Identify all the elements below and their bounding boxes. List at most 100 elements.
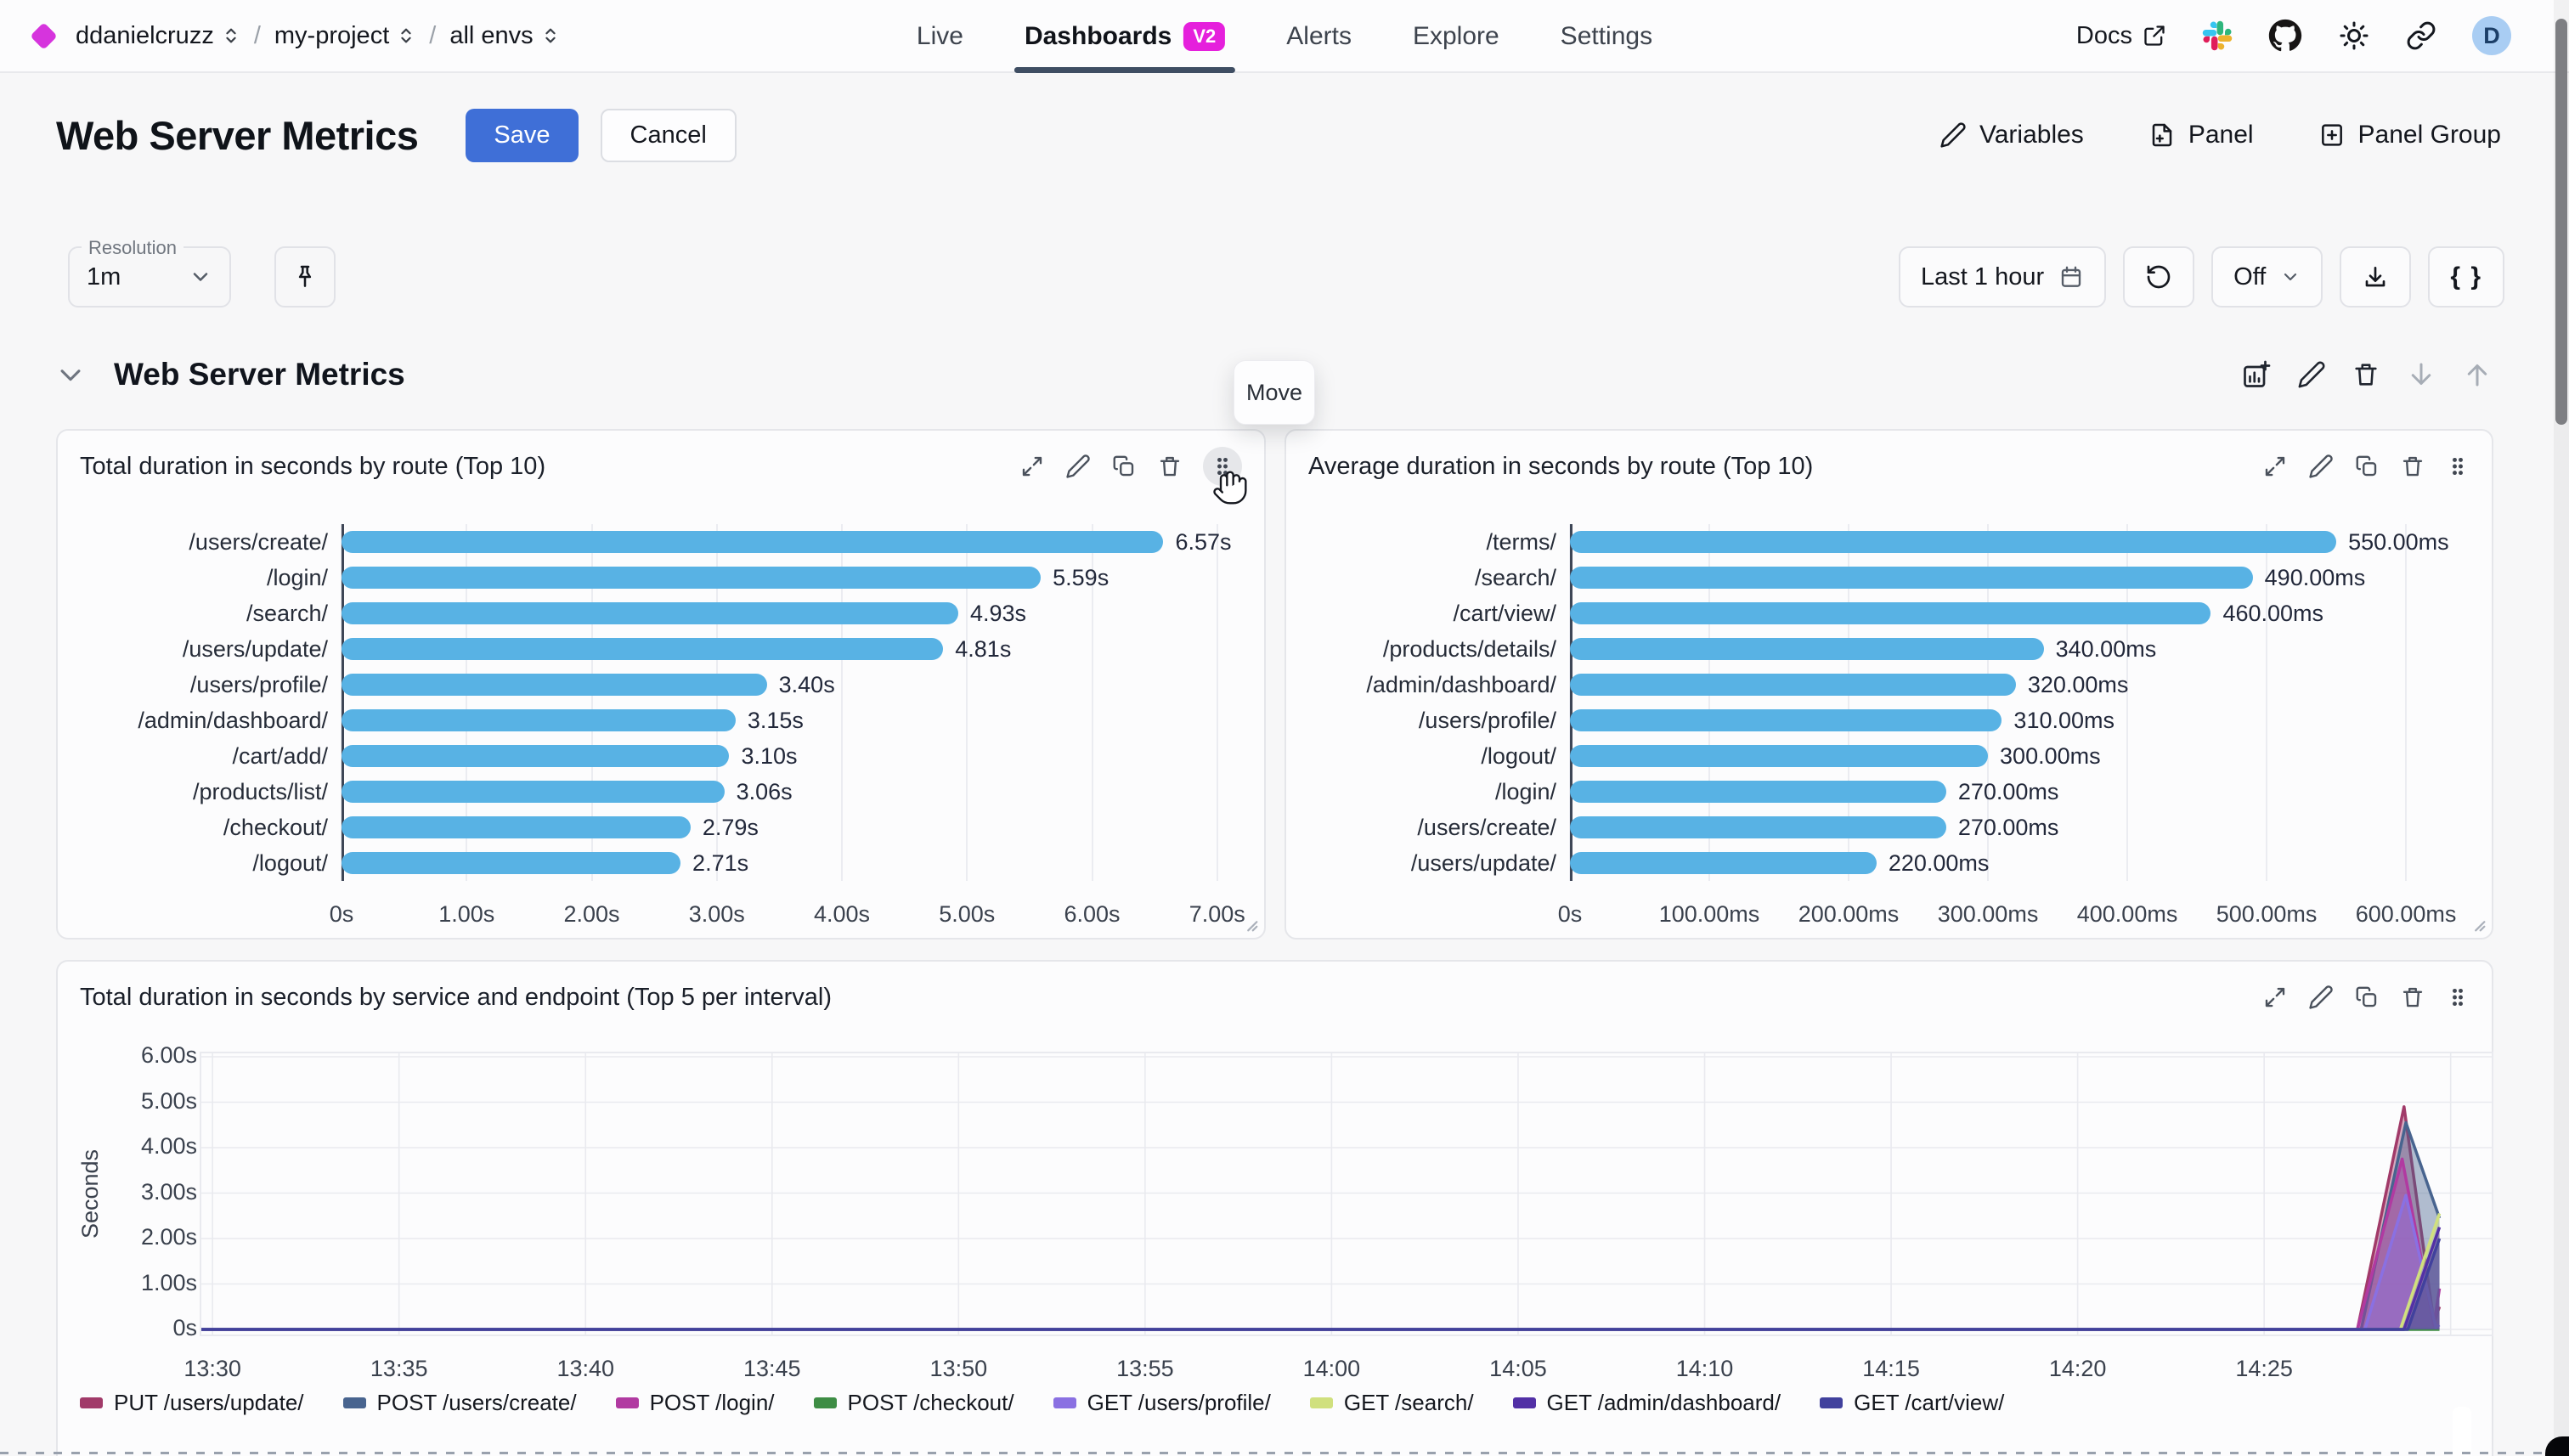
pin-button[interactable] bbox=[274, 246, 336, 308]
expand-icon[interactable] bbox=[2262, 454, 2288, 479]
screen-corner bbox=[2545, 1436, 2569, 1456]
gridline bbox=[1708, 524, 1710, 881]
resize-grip-icon[interactable] bbox=[1241, 915, 1260, 934]
breadcrumb-env[interactable]: all envs bbox=[449, 22, 559, 50]
expand-icon[interactable] bbox=[2262, 985, 2288, 1010]
legend-label: PUT /users/update/ bbox=[114, 1390, 304, 1415]
duplicate-panel-icon[interactable] bbox=[2354, 985, 2380, 1010]
add-panel-button[interactable]: Panel bbox=[2148, 121, 2254, 150]
move-group-up-icon[interactable] bbox=[2462, 359, 2493, 390]
delete-panel-icon[interactable] bbox=[1157, 454, 1183, 479]
series-line bbox=[201, 1105, 2442, 1331]
user-avatar[interactable]: D bbox=[2472, 16, 2511, 55]
theme-sun-icon[interactable] bbox=[2338, 20, 2370, 52]
legend-item[interactable]: GET /admin/dashboard/ bbox=[1512, 1390, 1781, 1416]
series-line bbox=[201, 1157, 2442, 1331]
tab-explore[interactable]: Explore bbox=[1409, 0, 1503, 73]
page-scrollbar-thumb[interactable] bbox=[2555, 19, 2567, 425]
add-chart-icon[interactable] bbox=[2241, 359, 2272, 390]
download-button[interactable] bbox=[2340, 246, 2412, 308]
json-editor-button[interactable]: { } bbox=[2428, 246, 2504, 308]
github-icon[interactable] bbox=[2268, 19, 2302, 53]
file-plus-icon bbox=[2152, 123, 2172, 147]
x-axis-tick-label: 400.00ms bbox=[2076, 901, 2178, 927]
slack-icon[interactable] bbox=[2202, 20, 2233, 51]
x-axis-tick-label: 13:35 bbox=[370, 1356, 428, 1381]
edit-panel-icon[interactable] bbox=[2308, 454, 2334, 479]
breadcrumb-project[interactable]: my-project bbox=[274, 22, 415, 50]
bar-row: /admin/dashboard/3.15s bbox=[61, 703, 1257, 738]
refresh-button[interactable] bbox=[2123, 246, 2195, 308]
bar-value-label: 320.00ms bbox=[2027, 672, 2129, 697]
share-link-icon[interactable] bbox=[2406, 20, 2436, 51]
delete-panel-icon[interactable] bbox=[2400, 454, 2425, 479]
docs-link[interactable]: Docs bbox=[2076, 22, 2166, 50]
save-button[interactable]: Save bbox=[466, 108, 579, 162]
expand-icon[interactable] bbox=[1019, 454, 1045, 479]
y-axis-tick-label: 3.00s bbox=[140, 1178, 197, 1205]
bar-category-label: /users/profile/ bbox=[189, 671, 328, 697]
bar-row: /login/270.00ms bbox=[1290, 774, 2485, 810]
move-group-down-icon[interactable] bbox=[2406, 359, 2436, 390]
legend-label: POST /checkout/ bbox=[847, 1390, 1014, 1415]
legend-item[interactable]: POST /users/create/ bbox=[342, 1390, 577, 1416]
x-axis-tick-label: 14:20 bbox=[2048, 1356, 2107, 1381]
cancel-button[interactable]: Cancel bbox=[600, 108, 737, 162]
delete-panel-icon[interactable] bbox=[2400, 985, 2425, 1010]
collapse-chevron-icon[interactable] bbox=[56, 360, 85, 389]
breadcrumb-org[interactable]: ddanielcruzz bbox=[76, 22, 240, 50]
bar-category-label: /logout/ bbox=[1481, 742, 1556, 769]
drag-handle-icon[interactable] bbox=[2446, 454, 2470, 478]
legend-item[interactable]: GET /cart/view/ bbox=[1820, 1390, 2004, 1416]
bar-category-label: /login/ bbox=[266, 564, 328, 590]
x-axis-tick-label: 13:50 bbox=[929, 1356, 988, 1381]
tab-alerts[interactable]: Alerts bbox=[1283, 0, 1355, 73]
bar bbox=[342, 816, 691, 838]
avatar-initial: D bbox=[2483, 22, 2500, 48]
edit-panel-icon[interactable] bbox=[2308, 985, 2334, 1010]
legend-item[interactable]: GET /search/ bbox=[1309, 1390, 1474, 1416]
bar-category-label: /checkout/ bbox=[223, 814, 328, 840]
duplicate-panel-icon[interactable] bbox=[2354, 454, 2380, 479]
panel-header: Average duration in seconds by route (To… bbox=[1286, 431, 2492, 482]
bar-chart-total-duration: /users/create/6.57s/login/5.59s/search/4… bbox=[58, 524, 1264, 937]
series-area bbox=[201, 1106, 2440, 1329]
bar bbox=[1570, 852, 1877, 874]
bar-value-label: 270.00ms bbox=[1957, 779, 2059, 804]
drag-handle-icon bbox=[1217, 457, 1228, 476]
panel-header: Total duration in seconds by service and… bbox=[58, 962, 2492, 1013]
duplicate-panel-icon[interactable] bbox=[1111, 454, 1137, 479]
drag-handle[interactable] bbox=[1203, 447, 1247, 505]
drag-handle-icon[interactable] bbox=[2446, 985, 2470, 1009]
legend-item[interactable]: PUT /users/update/ bbox=[80, 1390, 304, 1416]
x-axis-tick-label: 13:45 bbox=[743, 1356, 801, 1381]
series-area bbox=[201, 1122, 2440, 1329]
tab-live[interactable]: Live bbox=[913, 0, 967, 73]
x-axis-tick-label: 6.00s bbox=[1064, 901, 1121, 927]
variables-button[interactable]: Variables bbox=[1939, 121, 2084, 150]
tab-dashboards[interactable]: Dashboards V2 bbox=[1013, 0, 1236, 73]
resolution-select[interactable]: Resolution 1m bbox=[68, 237, 231, 308]
variables-label: Variables bbox=[1979, 121, 2084, 149]
auto-refresh-select[interactable]: Off bbox=[2211, 246, 2323, 308]
move-tooltip: Move bbox=[1234, 360, 1315, 425]
delete-group-icon[interactable] bbox=[2352, 360, 2380, 389]
time-range-button[interactable]: Last 1 hour bbox=[1899, 246, 2107, 308]
tab-settings[interactable]: Settings bbox=[1557, 0, 1656, 73]
edit-group-icon[interactable] bbox=[2297, 360, 2326, 389]
x-axis-tick-label: 1.00s bbox=[438, 901, 495, 927]
legend-item[interactable]: POST /checkout/ bbox=[813, 1390, 1014, 1416]
resize-grip-icon[interactable] bbox=[2469, 915, 2487, 934]
bar-category-label: /users/create/ bbox=[1417, 814, 1556, 840]
panel-scrollbar-thumb[interactable] bbox=[2453, 1407, 2471, 1456]
legend-item[interactable]: POST /login/ bbox=[615, 1390, 775, 1416]
edit-panel-icon[interactable] bbox=[1065, 454, 1091, 479]
series-area bbox=[201, 1195, 2440, 1329]
legend-item[interactable]: GET /users/profile/ bbox=[1053, 1390, 1271, 1416]
add-panel-group-button[interactable]: Panel Group bbox=[2318, 121, 2501, 150]
bar-row: /logout/2.71s bbox=[61, 845, 1257, 881]
nav-right-cluster: Docs D bbox=[2076, 16, 2535, 55]
breadcrumb-project-label: my-project bbox=[274, 21, 390, 49]
breadcrumb-separator: / bbox=[429, 21, 437, 49]
panel-resize-dashed-line[interactable] bbox=[0, 1452, 2569, 1454]
